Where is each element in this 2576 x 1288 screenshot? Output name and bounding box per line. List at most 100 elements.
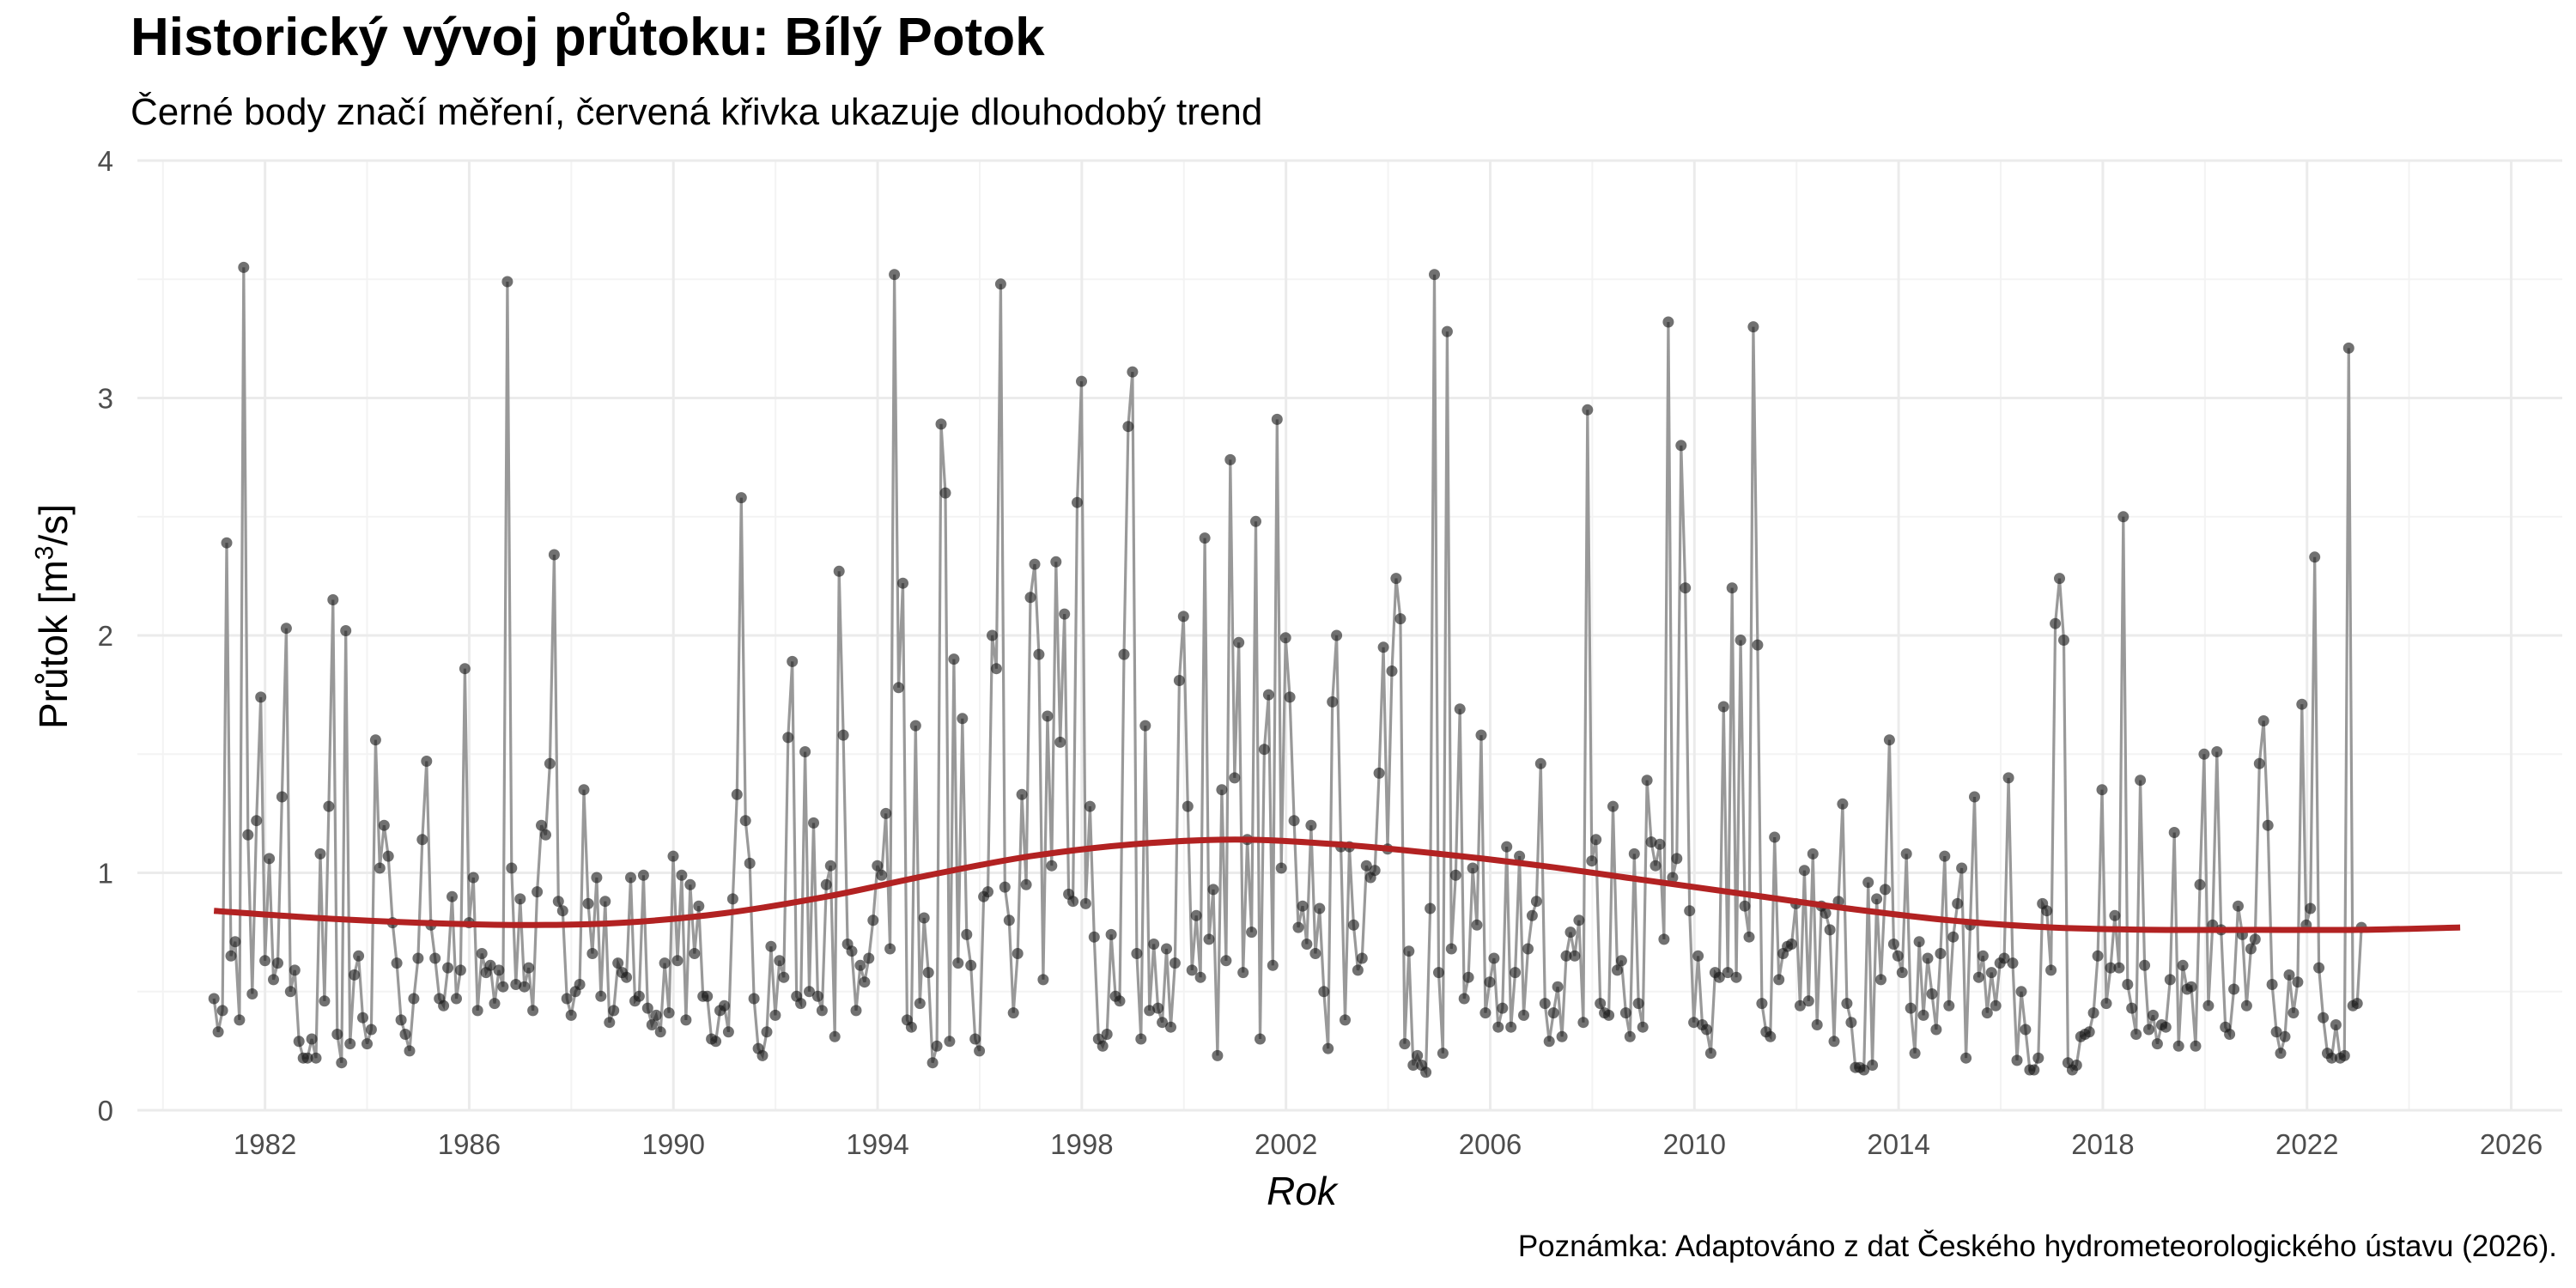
chart-title: Historický vývoj průtoku: Bílý Potok xyxy=(131,8,1045,67)
data-point xyxy=(2233,900,2244,912)
data-point xyxy=(556,905,568,917)
x-tick-label: 2018 xyxy=(2071,1128,2134,1160)
data-point xyxy=(1684,905,1696,917)
data-point xyxy=(1233,636,1245,648)
data-point xyxy=(548,549,560,561)
y-tick-label: 1 xyxy=(98,858,113,890)
data-point xyxy=(1165,1021,1176,1033)
data-point xyxy=(761,1026,773,1038)
data-point xyxy=(1619,1007,1631,1019)
data-point xyxy=(2202,999,2215,1012)
data-point xyxy=(2275,1048,2287,1060)
data-point xyxy=(1088,931,1100,943)
data-point xyxy=(578,784,590,796)
data-point xyxy=(1467,862,1479,874)
data-point xyxy=(2164,974,2176,986)
x-tick-label: 1990 xyxy=(642,1128,705,1160)
data-point xyxy=(1360,860,1372,872)
data-point xyxy=(676,869,688,881)
data-point xyxy=(506,862,518,874)
data-point xyxy=(1322,1042,1334,1054)
data-point xyxy=(671,955,683,967)
data-point xyxy=(2126,1002,2138,1014)
data-point xyxy=(739,815,751,827)
data-point xyxy=(1369,865,1381,877)
data-point xyxy=(319,995,331,1007)
data-point xyxy=(2318,1012,2330,1024)
data-point xyxy=(1680,582,1692,594)
data-point xyxy=(2020,1024,2032,1036)
data-point xyxy=(2172,1040,2184,1052)
data-point xyxy=(221,537,233,549)
data-point xyxy=(1207,884,1219,896)
data-point xyxy=(2105,962,2117,974)
data-point xyxy=(867,914,879,927)
data-point xyxy=(811,990,823,1002)
data-point xyxy=(255,691,267,703)
data-point xyxy=(1530,896,1542,908)
data-point xyxy=(2342,342,2354,354)
data-point xyxy=(2070,1060,2082,1071)
trend-line xyxy=(213,836,2461,933)
data-point xyxy=(1547,1007,1559,1019)
data-point xyxy=(1704,1048,1716,1060)
data-point xyxy=(1127,366,1139,378)
data-point xyxy=(1900,848,1912,860)
measurement-points xyxy=(208,261,2367,1078)
data-point xyxy=(944,1036,956,1048)
data-point xyxy=(2257,715,2269,726)
data-point xyxy=(1059,608,1071,620)
data-point xyxy=(1177,611,1189,623)
data-point xyxy=(1560,950,1572,962)
data-point xyxy=(1654,838,1666,850)
data-point xyxy=(1612,964,1623,976)
data-point xyxy=(1054,736,1066,748)
data-point xyxy=(2228,983,2240,995)
data-point xyxy=(1735,635,1747,646)
data-point xyxy=(1097,1040,1109,1052)
data-point xyxy=(2240,999,2252,1012)
data-point xyxy=(1658,933,1670,945)
data-point xyxy=(1186,964,1198,976)
data-point xyxy=(2249,933,2261,945)
data-point xyxy=(1216,784,1228,796)
data-point xyxy=(1510,967,1522,979)
data-point xyxy=(2160,1021,2172,1033)
data-point xyxy=(1501,841,1513,853)
data-point xyxy=(1429,269,1440,281)
data-point xyxy=(969,1033,981,1045)
data-point xyxy=(2058,635,2069,646)
data-point xyxy=(2270,1026,2282,1038)
data-point xyxy=(344,1038,356,1050)
data-point xyxy=(1841,998,1853,1010)
data-point xyxy=(2113,962,2125,974)
data-point xyxy=(1331,629,1343,641)
data-point xyxy=(1947,931,1959,943)
data-point xyxy=(782,732,794,744)
data-point xyxy=(893,682,904,694)
data-point xyxy=(1582,404,1594,416)
data-point xyxy=(476,948,488,959)
data-point xyxy=(378,819,390,831)
data-point xyxy=(1722,967,1734,979)
data-point xyxy=(808,817,819,829)
data-point xyxy=(1377,641,1389,653)
data-point xyxy=(650,1009,662,1021)
data-point xyxy=(1794,999,1806,1012)
data-point xyxy=(442,962,454,974)
x-tick-label: 1994 xyxy=(846,1128,908,1160)
data-point xyxy=(1420,1066,1432,1078)
y-axis-ticks: 0 1 2 3 4 xyxy=(98,145,113,1127)
data-point xyxy=(1007,1007,1019,1019)
data-point xyxy=(744,857,756,869)
data-point xyxy=(2194,878,2206,890)
data-point xyxy=(1020,878,1032,890)
data-point xyxy=(1807,848,1819,860)
data-point xyxy=(1114,995,1126,1007)
data-point xyxy=(2045,964,2057,976)
data-point xyxy=(1425,902,1437,914)
data-point xyxy=(1615,955,1627,967)
data-point xyxy=(914,998,926,1010)
x-tick-label: 1998 xyxy=(1050,1128,1113,1160)
data-point xyxy=(301,1052,313,1064)
